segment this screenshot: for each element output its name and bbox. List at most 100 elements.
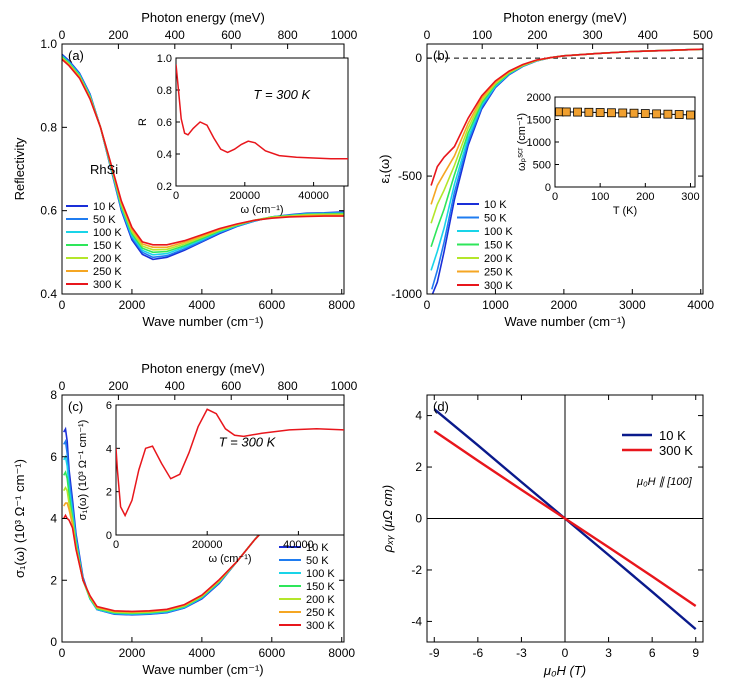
inset-marker bbox=[652, 109, 662, 119]
top-axis-label: Photon energy (meV) bbox=[141, 361, 265, 376]
inset-y-tick-label: 6 bbox=[106, 400, 112, 412]
legend-label: 200 K bbox=[306, 594, 335, 606]
top-tick-label: 400 bbox=[165, 28, 185, 42]
series-group bbox=[433, 408, 697, 631]
inset-frame bbox=[175, 57, 349, 187]
inset-y-tick-label: 1000 bbox=[527, 137, 551, 149]
inset-y-tick-label: 2000 bbox=[527, 92, 551, 104]
series-group bbox=[62, 53, 344, 261]
inset-y-tick-label: 1500 bbox=[527, 115, 551, 127]
y-tick-label: -500 bbox=[398, 169, 422, 183]
legend-label: 250 K bbox=[93, 266, 122, 278]
inset-x-tick-label: 300 bbox=[681, 191, 699, 203]
inset-marker bbox=[629, 108, 639, 118]
x-axis-label: μ₀H (T) bbox=[543, 663, 586, 678]
inset-x-tick-label: 0 bbox=[113, 539, 119, 551]
inset-x-tick-label: 0 bbox=[552, 191, 558, 203]
y-tick-label: 0 bbox=[415, 51, 422, 65]
x-axis-label: Wave number (cm⁻¹) bbox=[142, 314, 263, 329]
top-tick-label: 200 bbox=[527, 28, 547, 42]
inset-series-line bbox=[176, 64, 348, 160]
y-tick-label: 0.4 bbox=[40, 287, 57, 301]
top-tick-label: 0 bbox=[59, 379, 66, 393]
material-annotation: RhSi bbox=[90, 162, 118, 177]
legend-label: 10 K bbox=[484, 199, 507, 211]
inset-series bbox=[555, 107, 695, 120]
x-tick-label: 4000 bbox=[189, 646, 216, 660]
legend-label: 150 K bbox=[306, 581, 335, 593]
y-axis-label: σ₁(ω) (10³ Ω⁻¹ cm⁻¹) bbox=[12, 459, 27, 578]
x-tick-label: 1000 bbox=[482, 298, 509, 312]
top-tick-label: 1000 bbox=[331, 379, 358, 393]
inset-marker bbox=[573, 107, 582, 117]
top-tick-label: 200 bbox=[108, 379, 128, 393]
inset-annotation: T = 300 K bbox=[219, 435, 277, 450]
inset-x-tick-label: 20000 bbox=[230, 190, 261, 202]
panel-label: (a) bbox=[68, 48, 84, 63]
inset-y-tick-label: 4 bbox=[106, 443, 112, 455]
top-tick-label: 500 bbox=[693, 28, 713, 42]
inset-marker bbox=[663, 109, 673, 119]
y-tick-label: 0.6 bbox=[40, 204, 57, 218]
y-tick-label: -2 bbox=[411, 563, 422, 577]
series-line-300k bbox=[62, 58, 344, 246]
top-tick-label: 800 bbox=[278, 379, 298, 393]
inset-y-tick-label: 0.4 bbox=[157, 149, 172, 161]
top-tick-label: 600 bbox=[221, 379, 241, 393]
panel-d: -9 -6 -3 0 3 6 9 -4 -2 0 2 4 μ₀H (T) ρₓᵧ (μΩ cm) (d) 10… bbox=[380, 394, 704, 678]
y-tick-label: -4 bbox=[411, 614, 422, 628]
inset-x-tick-label: 40000 bbox=[283, 539, 314, 551]
inset-marker bbox=[686, 110, 695, 120]
x-tick-label: 0 bbox=[59, 298, 66, 312]
top-axis-label: Photon energy (meV) bbox=[141, 10, 265, 25]
x-tick-label: 0 bbox=[424, 298, 431, 312]
inset-x-tick-label: 20000 bbox=[192, 539, 223, 551]
legend-label: 300 K bbox=[484, 280, 513, 292]
x-tick-label: 2000 bbox=[551, 298, 578, 312]
inset-y-tick-label: 500 bbox=[533, 160, 551, 172]
inset-x-tick-label: 0 bbox=[173, 190, 179, 202]
inset-x-label: T (K) bbox=[613, 205, 637, 217]
x-tick-label: 9 bbox=[692, 646, 699, 660]
y-tick-label: -1000 bbox=[391, 287, 422, 301]
inset-series bbox=[116, 408, 344, 518]
x-tick-label: 4000 bbox=[687, 298, 714, 312]
inset-marker bbox=[640, 109, 650, 118]
top-axis-label: Photon energy (meV) bbox=[503, 10, 627, 25]
inset-x-label: ω (cm⁻¹) bbox=[240, 204, 283, 216]
top-tick-label: 400 bbox=[638, 28, 658, 42]
y-tick-label: 0 bbox=[50, 635, 57, 649]
y-tick-label: 4 bbox=[50, 512, 57, 526]
top-tick-label: 600 bbox=[221, 28, 241, 42]
series-line-300k bbox=[430, 48, 703, 186]
x-tick-label: 0 bbox=[562, 646, 569, 660]
x-tick-label: -9 bbox=[429, 646, 440, 660]
inset-y-tick-label: 0.6 bbox=[157, 117, 172, 129]
inset-y-tick-label: 0.8 bbox=[157, 85, 172, 97]
legend-label: 300 K bbox=[306, 620, 335, 632]
y-tick-label: 2 bbox=[50, 573, 57, 587]
inset-x-tick-label: 200 bbox=[636, 191, 654, 203]
x-tick-label: 3000 bbox=[619, 298, 646, 312]
y-tick-label: 0.8 bbox=[40, 120, 57, 134]
x-tick-label: 2000 bbox=[119, 646, 146, 660]
legend-label: 100 K bbox=[484, 226, 513, 238]
plot-frame bbox=[426, 43, 704, 295]
top-tick-label: 0 bbox=[424, 28, 431, 42]
legend-label: 10 K bbox=[93, 201, 116, 213]
legend-label: 200 K bbox=[484, 253, 513, 265]
y-tick-label: 0 bbox=[415, 512, 422, 526]
x-tick-label: 6000 bbox=[258, 298, 285, 312]
x-tick-label: 0 bbox=[59, 646, 66, 660]
top-tick-label: 200 bbox=[108, 28, 128, 42]
x-axis-label: Wave number (cm⁻¹) bbox=[504, 314, 625, 329]
y-axis-label: ρₓᵧ (μΩ cm) bbox=[380, 485, 395, 553]
inset-series-line bbox=[116, 408, 344, 518]
inset-y-tick-label: 0 bbox=[545, 182, 551, 194]
legend-label: 300 K bbox=[659, 443, 693, 458]
inset-marker bbox=[607, 108, 616, 118]
y-tick-label: 8 bbox=[50, 388, 57, 402]
